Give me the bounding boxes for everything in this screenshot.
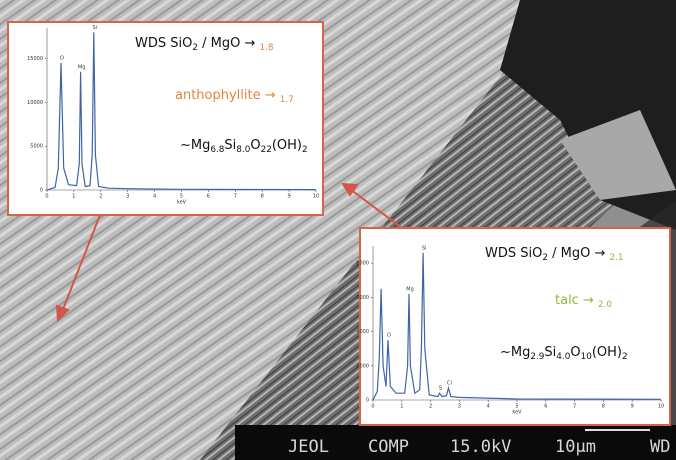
x-tick-label: 8 — [602, 404, 605, 410]
x-tick-label: 2 — [99, 194, 102, 200]
x-tick-label: 7 — [573, 404, 576, 410]
ratio-text: WDS SiO2 / MgO → 1.8 — [135, 36, 274, 53]
text-part: Si — [224, 138, 236, 153]
text-part: WDS SiO — [135, 36, 192, 51]
text-part: ~Mg — [180, 138, 210, 153]
y-tick-label: 15000 — [27, 56, 43, 62]
y-tick-label: 5000 — [30, 144, 43, 150]
y-tick-label: 0 — [366, 398, 369, 404]
mineral-text: anthophyllite → 1.7 — [175, 88, 294, 105]
footer-text: 10μm — [555, 437, 596, 457]
peak-label: Mg — [78, 64, 86, 70]
footer-text: 15.0kV — [450, 437, 511, 457]
x-tick-label: 6 — [544, 404, 547, 410]
text-part: O — [250, 138, 260, 153]
x-tick-label: 7 — [234, 194, 237, 200]
x-tick-label: 0 — [45, 194, 48, 200]
x-tick-label: 4 — [487, 404, 490, 410]
y-tick-label: 2000 — [356, 363, 369, 369]
text-part: 6.8 — [210, 144, 224, 154]
text-part: (OH) — [592, 345, 622, 360]
x-tick-label: 8 — [261, 194, 264, 200]
y-tick-label: 4000 — [356, 329, 369, 335]
footer-text: COMP — [368, 437, 409, 457]
y-tick-label: 8000 — [356, 261, 369, 267]
text-part: 22 — [261, 144, 272, 154]
text-part: 4.0 — [556, 351, 570, 361]
x-tick-label: 10 — [658, 404, 664, 410]
x-tick-label: 9 — [631, 404, 634, 410]
x-tick-label: 0 — [371, 404, 374, 410]
y-tick-label: 0 — [40, 188, 43, 194]
text-part: Si — [544, 345, 556, 360]
text-part: / MgO → — [548, 246, 610, 261]
text-part: 2.9 — [530, 351, 544, 361]
sem-figure: 050001000015000012345678910keVOMgSiWDS S… — [0, 0, 676, 460]
text-part: 2.0 — [598, 299, 612, 309]
peak-label: O — [387, 333, 391, 339]
footer-text: JEOL — [288, 437, 329, 457]
text-part: 1.8 — [260, 42, 274, 52]
x-axis-label: keV — [177, 200, 187, 206]
page: 050001000015000012345678910keVOMgSiWDS S… — [0, 0, 676, 460]
x-tick-label: 3 — [126, 194, 129, 200]
y-tick-label: 6000 — [356, 295, 369, 301]
x-tick-label: 3 — [458, 404, 461, 410]
text-part: 2 — [622, 351, 628, 361]
peak-label: Mg — [406, 286, 414, 292]
text-part: 2.1 — [610, 252, 624, 262]
text-part: 8.0 — [236, 144, 250, 154]
x-tick-label: 1 — [72, 194, 75, 200]
text-part: talc → — [555, 293, 598, 308]
peak-label: Cl — [447, 381, 452, 387]
text-part: O — [570, 345, 580, 360]
text-part: / MgO → — [198, 36, 260, 51]
text-part: 10 — [581, 351, 593, 361]
x-tick-label: 6 — [207, 194, 210, 200]
peak-label: O — [60, 56, 64, 62]
x-axis-label: keV — [512, 410, 522, 416]
text-part: 2 — [302, 144, 308, 154]
peak-label: Si — [93, 25, 98, 31]
text-part: 1.7 — [280, 94, 294, 104]
text-part: anthophyllite → — [175, 88, 280, 103]
x-tick-label: 9 — [288, 194, 291, 200]
footer-text: WD — [650, 437, 670, 457]
y-tick-label: 10000 — [27, 100, 43, 106]
x-tick-label: 4 — [153, 194, 156, 200]
peak-label: Si — [422, 245, 427, 251]
ratio-text: WDS SiO2 / MgO → 2.1 — [485, 246, 624, 263]
text-part: ~Mg — [500, 345, 530, 360]
peak-label: S — [439, 386, 442, 392]
text-part: (OH) — [272, 138, 302, 153]
x-tick-label: 2 — [429, 404, 432, 410]
text-part: WDS SiO — [485, 246, 542, 261]
x-tick-label: 10 — [313, 194, 319, 200]
x-tick-label: 1 — [400, 404, 403, 410]
